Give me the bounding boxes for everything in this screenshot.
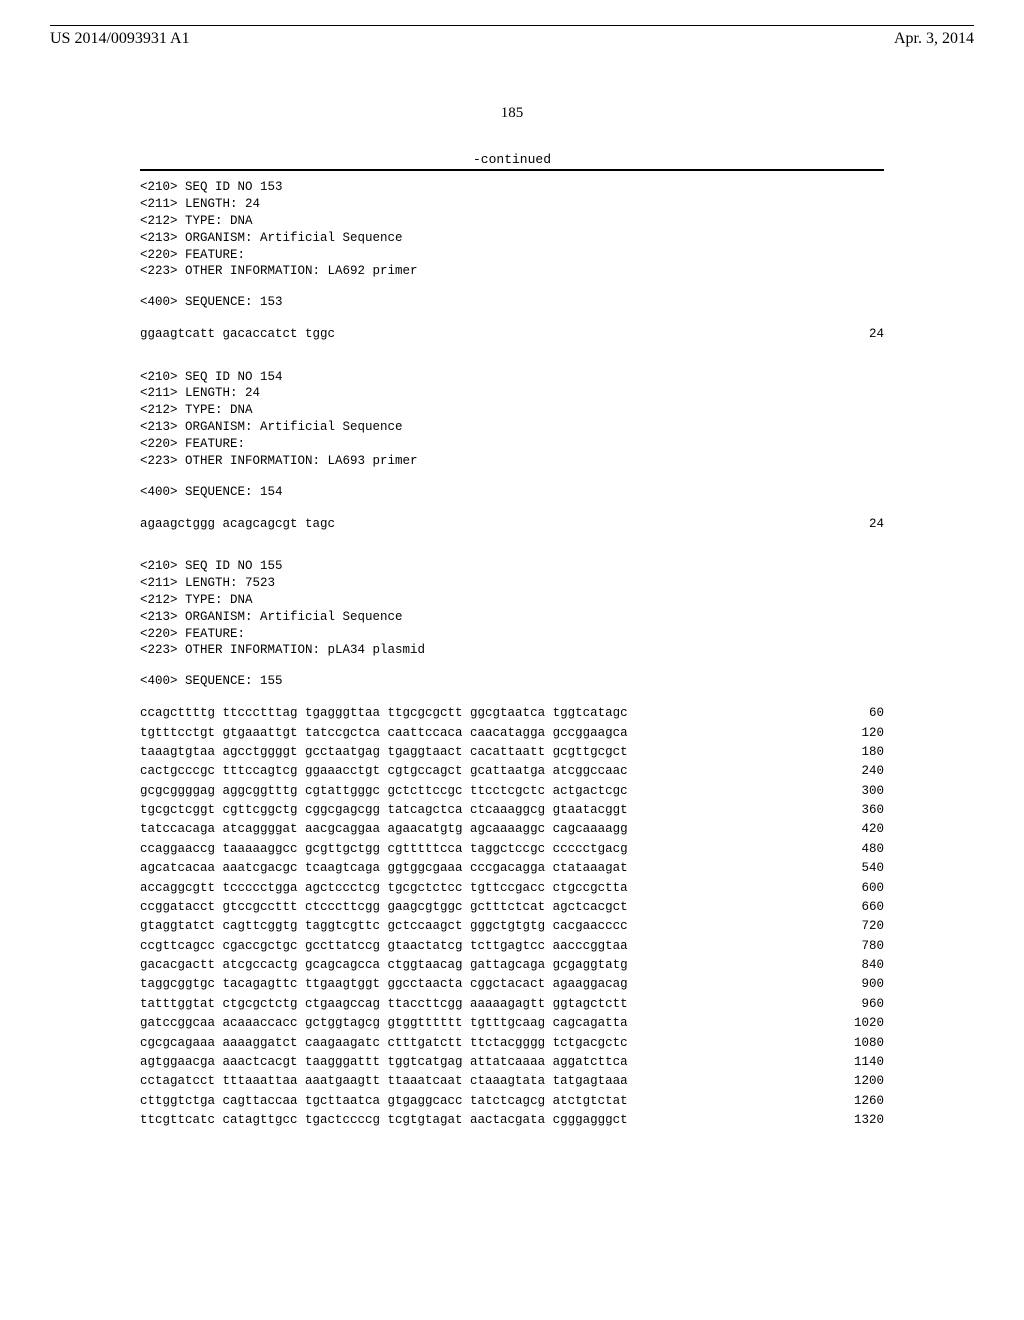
seq-text: taggcggtgc tacagagttc ttgaagtggt ggcctaa…: [140, 975, 628, 994]
seq-position: 24: [834, 515, 884, 534]
seq-position: 180: [834, 743, 884, 762]
seq-text: tgcgctcggt cgttcggctg cggcgagcgg tatcagc…: [140, 801, 628, 820]
seq-text: ccgttcagcc cgaccgctgc gccttatccg gtaacta…: [140, 937, 628, 956]
seq-row: tatccacaga atcaggggat aacgcaggaa agaacat…: [140, 820, 884, 839]
seq-row: ccgttcagcc cgaccgctgc gccttatccg gtaacta…: [140, 937, 884, 956]
seq-row: cactgcccgc tttccagtcg ggaaacctgt cgtgcca…: [140, 762, 884, 781]
seq-text: cactgcccgc tttccagtcg ggaaacctgt cgtgcca…: [140, 762, 628, 781]
seq-text: gcgcggggag aggcggtttg cgtattgggc gctcttc…: [140, 782, 628, 801]
seq-position: 300: [834, 782, 884, 801]
continued-label: -continued: [0, 152, 1024, 167]
seq-row: accaggcgtt tccccctgga agctccctcg tgcgctc…: [140, 879, 884, 898]
seq-position: 720: [834, 917, 884, 936]
seq-row: gatccggcaa acaaaccacc gctggtagcg gtggttt…: [140, 1014, 884, 1033]
seq-header: <400> SEQUENCE: 154: [140, 484, 884, 501]
seq-row: gacacgactt atcgccactg gcagcagcca ctggtaa…: [140, 956, 884, 975]
seq-position: 420: [834, 820, 884, 839]
seq-text: cgcgcagaaa aaaaggatct caagaagatc ctttgat…: [140, 1034, 628, 1053]
seq-position: 780: [834, 937, 884, 956]
seq-row: tgtttcctgt gtgaaattgt tatccgctca caattcc…: [140, 724, 884, 743]
seq-row: taaagtgtaa agcctggggt gcctaatgag tgaggta…: [140, 743, 884, 762]
page-header: US 2014/0093931 A1 Apr. 3, 2014: [0, 0, 1024, 80]
seq-position: 600: [834, 879, 884, 898]
seq-row: taggcggtgc tacagagttc ttgaagtggt ggcctaa…: [140, 975, 884, 994]
seq-text: gacacgactt atcgccactg gcagcagcca ctggtaa…: [140, 956, 628, 975]
seq-metadata: <210> SEQ ID NO 155 <211> LENGTH: 7523 <…: [140, 558, 884, 659]
seq-text: ttcgttcatc catagttgcc tgactccccg tcgtgta…: [140, 1111, 628, 1130]
seq-position: 1320: [834, 1111, 884, 1130]
seq-position: 840: [834, 956, 884, 975]
seq-position: 1200: [834, 1072, 884, 1091]
seq-header: <400> SEQUENCE: 153: [140, 294, 884, 311]
seq-text: cctagatcct tttaaattaa aaatgaagtt ttaaatc…: [140, 1072, 628, 1091]
publication-date: Apr. 3, 2014: [894, 30, 974, 48]
seq-row: cctagatcct tttaaattaa aaatgaagtt ttaaatc…: [140, 1072, 884, 1091]
seq-text: ccggatacct gtccgccttt ctcccttcgg gaagcgt…: [140, 898, 628, 917]
seq-text: agaagctggg acagcagcgt tagc: [140, 515, 335, 534]
seq-row: cttggtctga cagttaccaa tgcttaatca gtgaggc…: [140, 1092, 884, 1111]
seq-metadata: <210> SEQ ID NO 153 <211> LENGTH: 24 <21…: [140, 179, 884, 280]
patent-number: US 2014/0093931 A1: [50, 30, 190, 48]
seq-row: agcatcacaa aaatcgacgc tcaagtcaga ggtggcg…: [140, 859, 884, 878]
seq-text: tatttggtat ctgcgctctg ctgaagccag ttacctt…: [140, 995, 628, 1014]
seq-text: cttggtctga cagttaccaa tgcttaatca gtgaggc…: [140, 1092, 628, 1111]
seq-position: 960: [834, 995, 884, 1014]
seq-row: agaagctggg acagcagcgt tagc 24: [140, 515, 884, 534]
seq-row: ttcgttcatc catagttgcc tgactccccg tcgtgta…: [140, 1111, 884, 1130]
section-rule: [140, 169, 884, 171]
seq-header: <400> SEQUENCE: 155: [140, 673, 884, 690]
seq-row: gtaggtatct cagttcggtg taggtcgttc gctccaa…: [140, 917, 884, 936]
seq-metadata: <210> SEQ ID NO 154 <211> LENGTH: 24 <21…: [140, 369, 884, 470]
seq-text: ggaagtcatt gacaccatct tggc: [140, 325, 335, 344]
seq-row: gcgcggggag aggcggtttg cgtattgggc gctcttc…: [140, 782, 884, 801]
seq-row: ccaggaaccg taaaaaggcc gcgttgctgg cgttttt…: [140, 840, 884, 859]
seq-position: 660: [834, 898, 884, 917]
seq-position: 480: [834, 840, 884, 859]
seq-text: ccagcttttg ttccctttag tgagggttaa ttgcgcg…: [140, 704, 628, 723]
sequence-listing: <210> SEQ ID NO 153 <211> LENGTH: 24 <21…: [0, 179, 1024, 1130]
seq-text: agcatcacaa aaatcgacgc tcaagtcaga ggtggcg…: [140, 859, 628, 878]
seq-row: cgcgcagaaa aaaaggatct caagaagatc ctttgat…: [140, 1034, 884, 1053]
seq-row: agtggaacga aaactcacgt taagggattt tggtcat…: [140, 1053, 884, 1072]
seq-row: tatttggtat ctgcgctctg ctgaagccag ttacctt…: [140, 995, 884, 1014]
seq-position: 24: [834, 325, 884, 344]
seq-position: 360: [834, 801, 884, 820]
seq-text: gatccggcaa acaaaccacc gctggtagcg gtggttt…: [140, 1014, 628, 1033]
seq-text: tatccacaga atcaggggat aacgcaggaa agaacat…: [140, 820, 628, 839]
seq-text: ccaggaaccg taaaaaggcc gcgttgctgg cgttttt…: [140, 840, 628, 859]
seq-position: 240: [834, 762, 884, 781]
seq-position: 120: [834, 724, 884, 743]
seq-position: 60: [834, 704, 884, 723]
seq-position: 900: [834, 975, 884, 994]
seq-text: taaagtgtaa agcctggggt gcctaatgag tgaggta…: [140, 743, 628, 762]
seq-position: 1140: [834, 1053, 884, 1072]
seq-text: gtaggtatct cagttcggtg taggtcgttc gctccaa…: [140, 917, 628, 936]
seq-text: tgtttcctgt gtgaaattgt tatccgctca caattcc…: [140, 724, 628, 743]
seq-row: ccggatacct gtccgccttt ctcccttcgg gaagcgt…: [140, 898, 884, 917]
seq-position: 540: [834, 859, 884, 878]
seq-text: accaggcgtt tccccctgga agctccctcg tgcgctc…: [140, 879, 628, 898]
seq-row: ggaagtcatt gacaccatct tggc 24: [140, 325, 884, 344]
page-number: 185: [0, 105, 1024, 122]
seq-position: 1260: [834, 1092, 884, 1111]
seq-position: 1020: [834, 1014, 884, 1033]
seq-position: 1080: [834, 1034, 884, 1053]
seq-text: agtggaacga aaactcacgt taagggattt tggtcat…: [140, 1053, 628, 1072]
seq-row: tgcgctcggt cgttcggctg cggcgagcgg tatcagc…: [140, 801, 884, 820]
seq-row: ccagcttttg ttccctttag tgagggttaa ttgcgcg…: [140, 704, 884, 723]
